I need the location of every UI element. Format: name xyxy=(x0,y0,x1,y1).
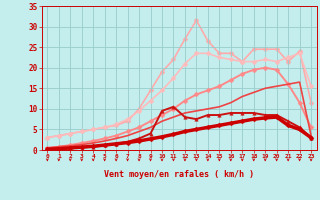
X-axis label: Vent moyen/en rafales ( km/h ): Vent moyen/en rafales ( km/h ) xyxy=(104,170,254,179)
